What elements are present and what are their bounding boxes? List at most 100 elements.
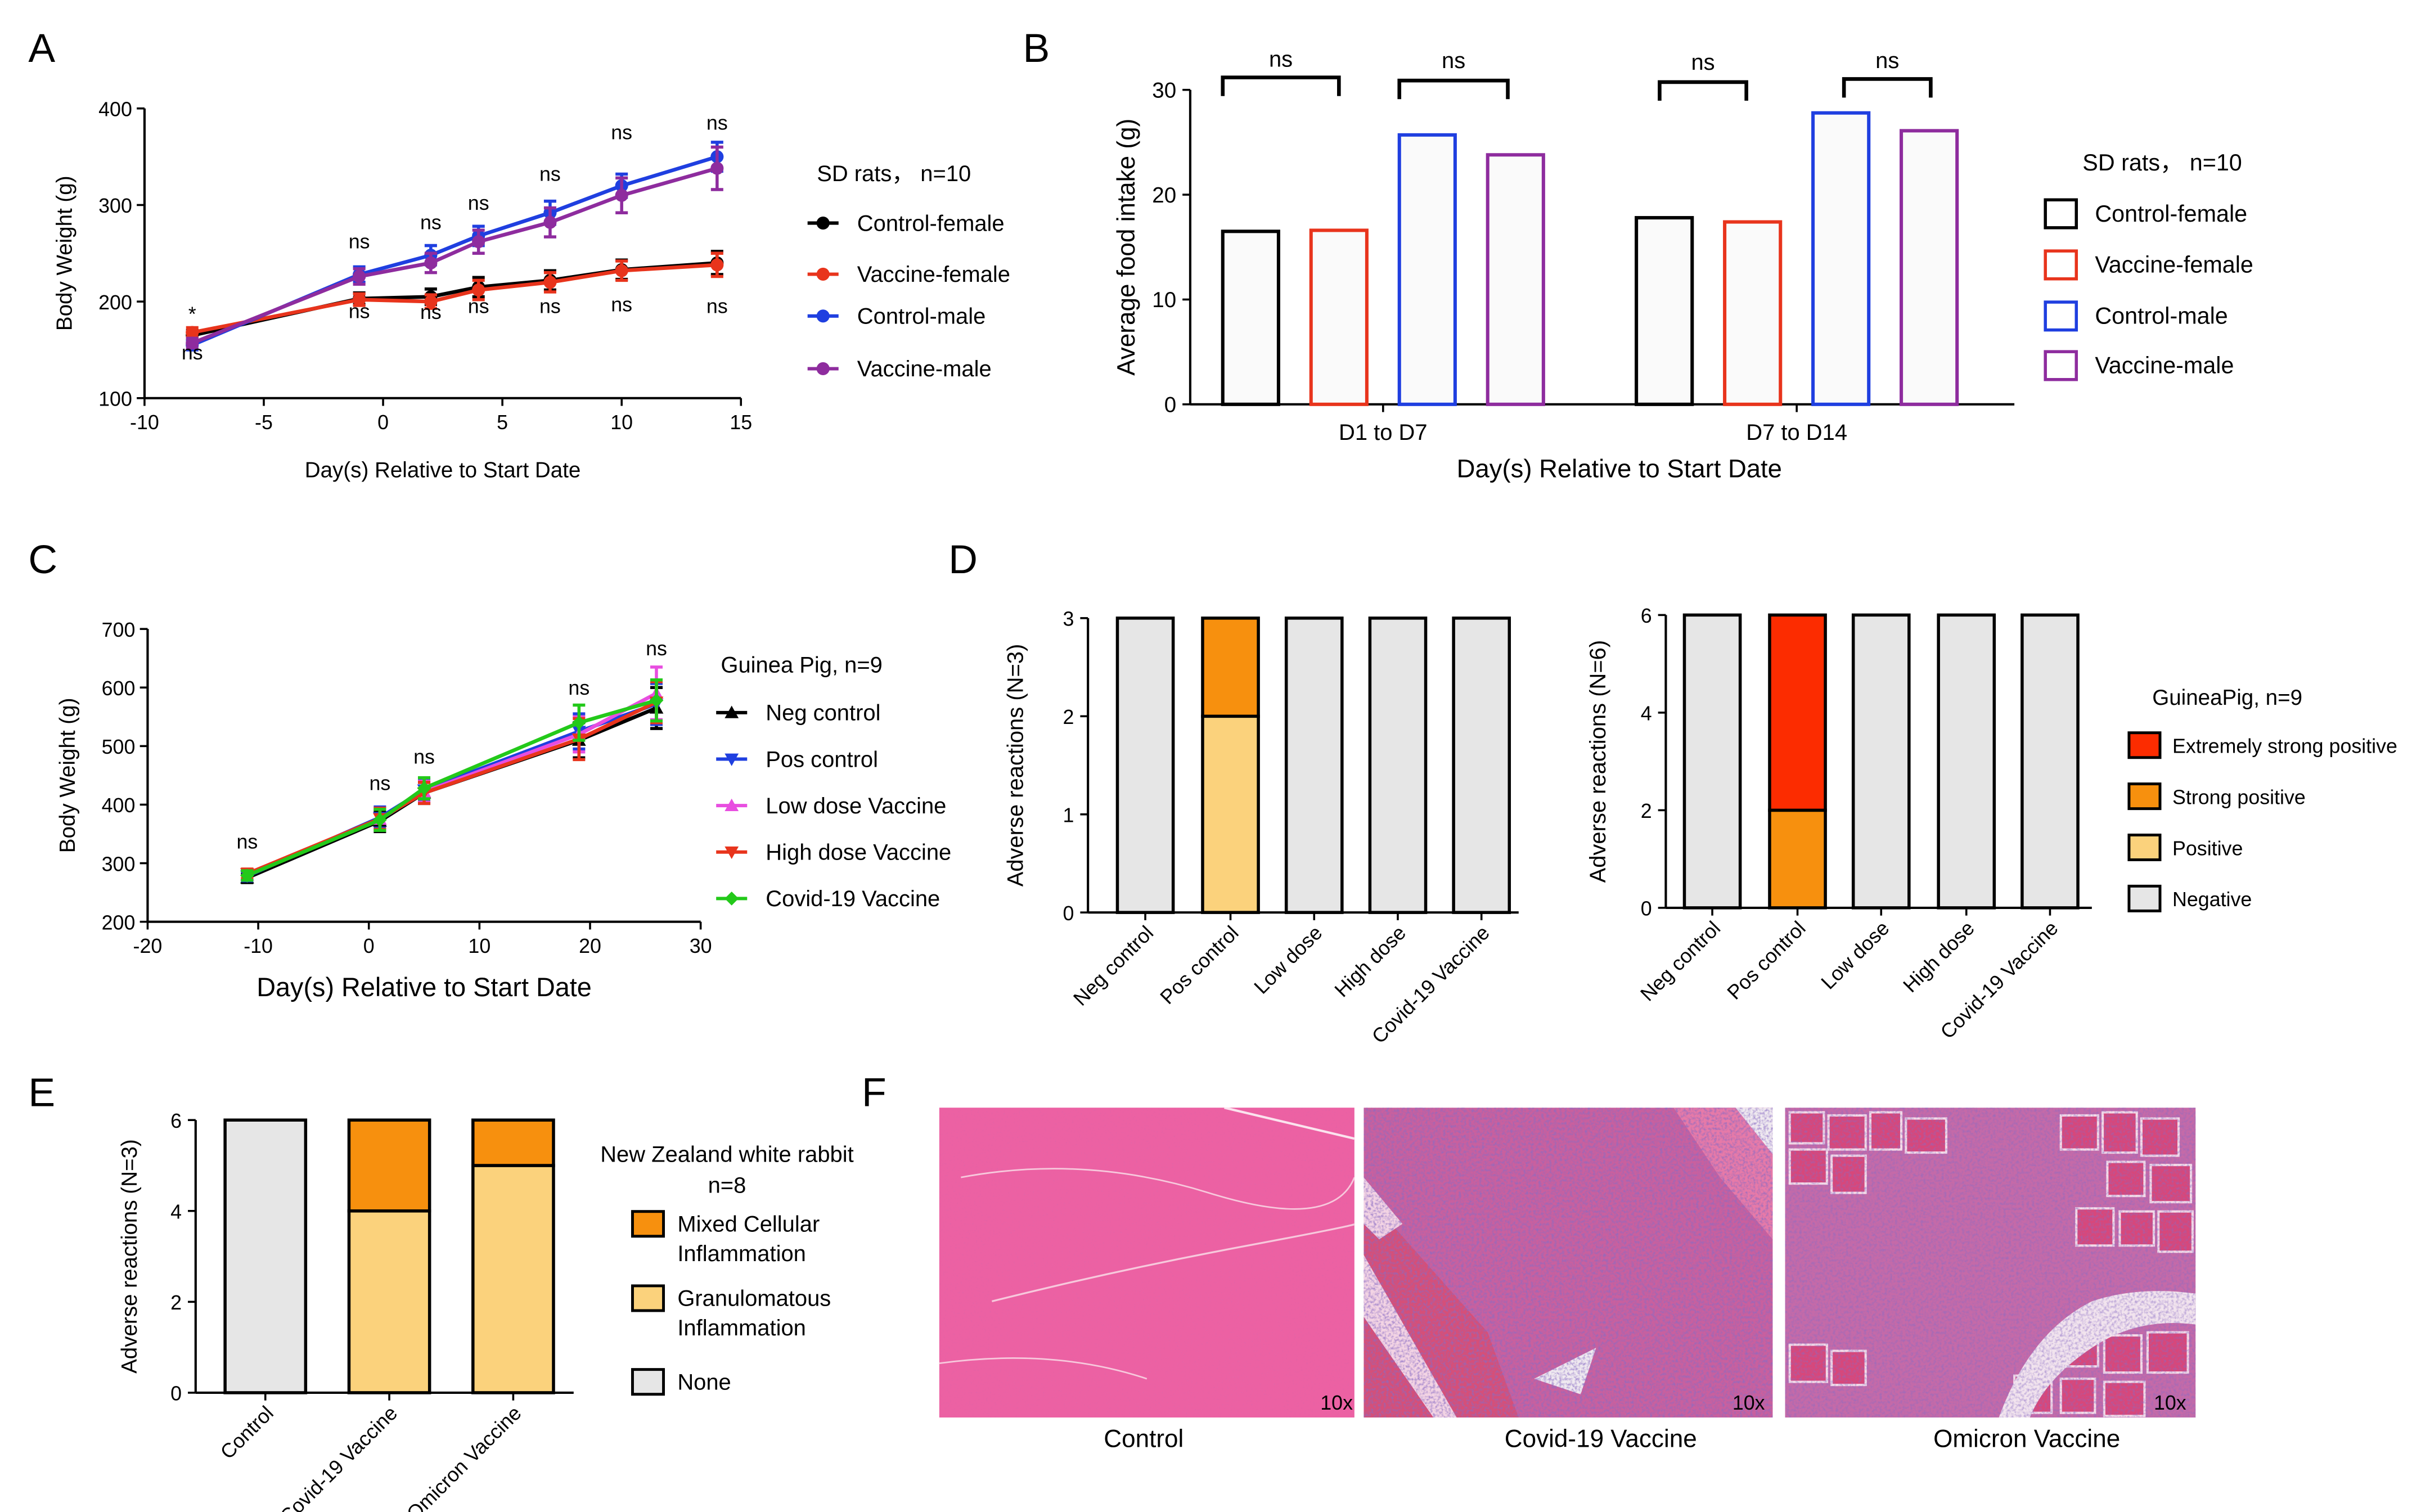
bar [1635, 216, 1694, 406]
x-tick-label: High dose [1899, 917, 1979, 997]
x-tick-label: -10 [244, 935, 273, 957]
significance-label: ns [611, 122, 632, 144]
legend-swatch [2127, 731, 2162, 759]
histology-image-omicron [1785, 1108, 2196, 1418]
legend-marker [724, 846, 739, 860]
significance-label: ns [413, 746, 435, 768]
x-tick-label: -20 [133, 935, 163, 957]
data-point [424, 295, 438, 308]
y-tick-label: 0 [1641, 898, 1652, 920]
y-tick-label: 30 [1152, 79, 1176, 103]
x-tick-label: Omicron Vaccine [402, 1402, 525, 1512]
y-tick-label: 400 [98, 98, 132, 121]
data-point [649, 693, 664, 708]
panel-label-f: F [862, 1070, 886, 1115]
legend-swatch [631, 1284, 665, 1312]
data-point [543, 276, 557, 289]
y-tick-label: 4 [170, 1201, 182, 1223]
x-tick-label: 20 [579, 935, 601, 957]
y-tick-label: 100 [98, 388, 132, 411]
y-tick-label: 400 [102, 794, 136, 817]
legend-title: Guinea Pig, n=9 [721, 652, 882, 677]
bar-segment [1201, 714, 1260, 914]
y-tick-label: 20 [1152, 183, 1176, 208]
legend-title: SD rats， n=10 [817, 161, 971, 186]
significance-label: ns [706, 112, 728, 134]
panel-label-c: C [28, 537, 57, 582]
histology-image-control [939, 1108, 1354, 1418]
bar-segment [1768, 613, 1827, 812]
y-tick-label: 3 [1063, 608, 1074, 631]
bar-segment [347, 1118, 431, 1213]
series-line [192, 261, 718, 338]
y-tick-label: 10 [1152, 288, 1176, 312]
y-tick-label: 200 [102, 911, 136, 934]
legend-label: Neg control [766, 701, 880, 726]
histology-mag-omicron: 10x [2154, 1392, 2186, 1414]
y-tick-label: 1 [1063, 804, 1074, 827]
y-tick-label: 0 [170, 1383, 182, 1405]
y-tick-label: 300 [102, 853, 136, 875]
y-tick-label: 500 [102, 736, 136, 758]
histology-mag-covid: 10x [1732, 1392, 1765, 1414]
bar-segment [1682, 613, 1742, 910]
bar-segment [1452, 616, 1511, 914]
legend-label: High dose Vaccine [766, 840, 951, 865]
data-point [615, 188, 628, 202]
data-point [424, 256, 438, 270]
y-tick-label: 700 [102, 619, 136, 641]
bar-segment [471, 1118, 555, 1167]
significance-label: ns [236, 831, 258, 853]
legend-swatch [2044, 249, 2078, 281]
legend: SD rats， n=10 Control-female Vaccine-femal… [2044, 150, 2253, 381]
significance-label: ns [349, 231, 370, 253]
bar-segment [1284, 616, 1344, 914]
y-tick-label: 2 [1063, 706, 1074, 728]
x-tick-label: Pos control [1156, 921, 1243, 1009]
data-point [543, 215, 557, 229]
legend: SD rats， n=10 Control-female Vaccine-femal… [807, 161, 1010, 381]
x-tick-label: Pos control [1723, 917, 1810, 1004]
legend-label: None [677, 1370, 731, 1394]
bar [1397, 133, 1457, 406]
legend-label: Mixed Cellular [677, 1212, 820, 1237]
panel-label-b: B [1023, 26, 1050, 71]
y-tick-label: 200 [98, 291, 132, 314]
y-tick-label: 300 [98, 195, 132, 217]
legend-marker [724, 798, 739, 812]
chart-b: 0 10 20 30 D1 to D7 D7 to D14 ns ns ns ns Day(s) R… [1113, 47, 2253, 483]
x-tick-label: Low dose [1250, 921, 1327, 998]
x-tick-label: 0 [377, 411, 389, 434]
data-point [372, 813, 387, 827]
y-tick-label: 6 [1641, 605, 1652, 627]
chart-a: -10 -5 0 5 10 15 100 200 300 400 Day(s) Relative t… [52, 98, 1010, 483]
x-tick-label: High dose [1330, 921, 1410, 1001]
x-tick-label: Low dose [1817, 917, 1894, 994]
legend-label: Inflammation [677, 1241, 806, 1266]
x-tick-label: 5 [497, 411, 508, 434]
histology-caption-control: Control [1104, 1425, 1184, 1452]
significance-label: ns [646, 637, 667, 660]
significance-label: * [188, 303, 196, 325]
legend-swatch [631, 1368, 665, 1396]
bar [1221, 230, 1280, 406]
legend-label: Granulomatous [677, 1286, 831, 1311]
significance-bracket [1221, 75, 1341, 96]
data-point [572, 716, 586, 730]
x-tick-label: -10 [130, 411, 159, 434]
y-tick-label: 6 [170, 1110, 182, 1132]
legend-label: Control-female [857, 211, 1005, 236]
legend: GuineaPig, n=9 Extremely strong positive S… [2127, 686, 2397, 912]
bar-segment [1368, 616, 1428, 914]
legend-label: Strong positive [2172, 786, 2306, 808]
panel-label-e: E [28, 1070, 55, 1115]
x-axis-label: Day(s) Relative to Start Date [305, 458, 581, 482]
bar-segment [1937, 613, 1996, 910]
legend-marker [816, 267, 830, 281]
x-tick-label: -5 [255, 411, 273, 434]
x-tick-label: D1 to D7 [1339, 420, 1428, 445]
